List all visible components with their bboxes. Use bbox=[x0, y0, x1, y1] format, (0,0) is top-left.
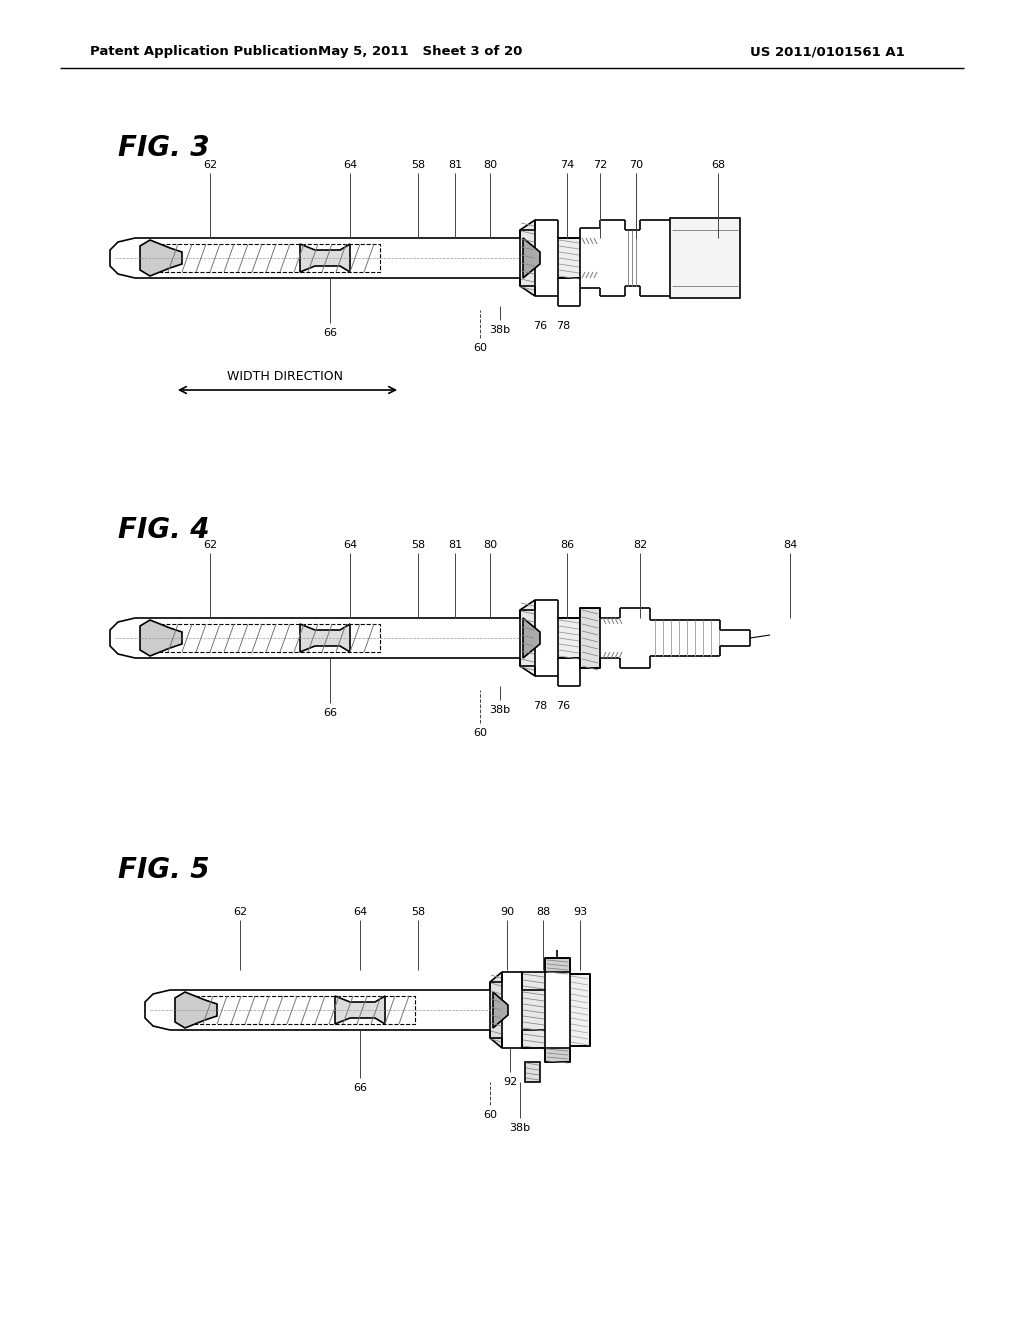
Bar bbox=[558, 238, 580, 279]
Text: 70: 70 bbox=[629, 160, 643, 170]
Bar bbox=[160, 624, 380, 652]
Text: 82: 82 bbox=[633, 540, 647, 550]
Text: 38b: 38b bbox=[489, 705, 511, 715]
Text: 66: 66 bbox=[323, 708, 337, 718]
Polygon shape bbox=[140, 620, 182, 656]
Text: May 5, 2011   Sheet 3 of 20: May 5, 2011 Sheet 3 of 20 bbox=[317, 45, 522, 58]
Text: 58: 58 bbox=[411, 160, 425, 170]
Bar bbox=[670, 218, 740, 298]
Bar bbox=[545, 958, 570, 972]
Polygon shape bbox=[300, 624, 350, 652]
Text: 62: 62 bbox=[203, 540, 217, 550]
Text: 76: 76 bbox=[532, 321, 547, 331]
Text: 62: 62 bbox=[232, 907, 247, 917]
Polygon shape bbox=[520, 220, 535, 296]
Polygon shape bbox=[523, 238, 540, 279]
Text: 74: 74 bbox=[560, 160, 574, 170]
Text: 80: 80 bbox=[483, 540, 497, 550]
Text: 93: 93 bbox=[573, 907, 587, 917]
Text: 68: 68 bbox=[711, 160, 725, 170]
Bar bbox=[545, 1048, 570, 1063]
Text: 84: 84 bbox=[783, 540, 797, 550]
Text: 38b: 38b bbox=[509, 1123, 530, 1133]
Text: 81: 81 bbox=[447, 160, 462, 170]
Bar bbox=[525, 1063, 540, 1082]
Text: 92: 92 bbox=[503, 1077, 517, 1086]
Text: 76: 76 bbox=[556, 701, 570, 711]
Text: 80: 80 bbox=[483, 160, 497, 170]
Text: FIG. 4: FIG. 4 bbox=[118, 516, 210, 544]
Polygon shape bbox=[175, 993, 217, 1028]
Text: 64: 64 bbox=[343, 540, 357, 550]
Polygon shape bbox=[523, 618, 540, 657]
Text: 66: 66 bbox=[353, 1082, 367, 1093]
Bar bbox=[522, 972, 545, 1048]
Text: 66: 66 bbox=[323, 327, 337, 338]
Text: 81: 81 bbox=[447, 540, 462, 550]
Text: 58: 58 bbox=[411, 540, 425, 550]
Text: 64: 64 bbox=[353, 907, 367, 917]
Text: 60: 60 bbox=[473, 343, 487, 352]
Polygon shape bbox=[300, 244, 350, 272]
Text: FIG. 5: FIG. 5 bbox=[118, 855, 210, 884]
Text: 60: 60 bbox=[473, 729, 487, 738]
Polygon shape bbox=[335, 997, 385, 1024]
Text: 58: 58 bbox=[411, 907, 425, 917]
Text: FIG. 3: FIG. 3 bbox=[118, 135, 210, 162]
Bar bbox=[558, 618, 580, 657]
Text: 78: 78 bbox=[532, 701, 547, 711]
Text: WIDTH DIRECTION: WIDTH DIRECTION bbox=[227, 370, 343, 383]
Bar bbox=[195, 997, 415, 1024]
Polygon shape bbox=[520, 601, 535, 676]
Polygon shape bbox=[493, 993, 508, 1028]
Text: 86: 86 bbox=[560, 540, 574, 550]
Bar bbox=[580, 609, 600, 668]
Polygon shape bbox=[140, 240, 182, 276]
Text: 90: 90 bbox=[500, 907, 514, 917]
Polygon shape bbox=[490, 972, 502, 1048]
Text: 38b: 38b bbox=[489, 325, 511, 335]
Text: 64: 64 bbox=[343, 160, 357, 170]
Text: 72: 72 bbox=[593, 160, 607, 170]
Bar bbox=[570, 974, 590, 1045]
Text: 78: 78 bbox=[556, 321, 570, 331]
Text: Patent Application Publication: Patent Application Publication bbox=[90, 45, 317, 58]
Text: 62: 62 bbox=[203, 160, 217, 170]
Text: 60: 60 bbox=[483, 1110, 497, 1119]
Text: US 2011/0101561 A1: US 2011/0101561 A1 bbox=[750, 45, 905, 58]
Text: 88: 88 bbox=[536, 907, 550, 917]
Bar bbox=[160, 244, 380, 272]
